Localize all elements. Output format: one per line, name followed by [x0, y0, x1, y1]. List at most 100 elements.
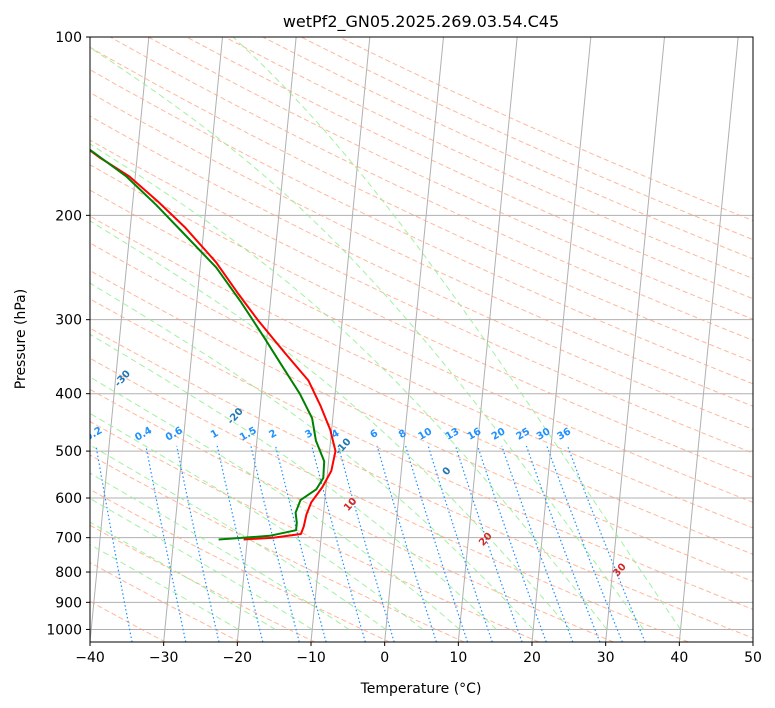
- moist-adiabat-lines: [90, 37, 681, 630]
- mixing-ratio-label: 8: [397, 428, 409, 441]
- x-tick-label: 20: [523, 650, 541, 666]
- mixing-ratio-label: 0.6: [164, 425, 185, 443]
- dry-adiabat-line: [90, 454, 465, 642]
- isotherm-lines: [0, 37, 753, 642]
- isotherm-line: [752, 636, 753, 642]
- dry-adiabat-line: [148, 37, 753, 320]
- dry-adiabat-line: [90, 357, 689, 642]
- dry-adiabat-line: [90, 327, 753, 639]
- mixing-ratio-label: 30: [535, 426, 553, 443]
- chart-title: wetPf2_GN05.2025.269.03.54.C45: [283, 12, 559, 32]
- dry-adiabat-line: [90, 215, 753, 529]
- dry-adiabat-line: [90, 115, 753, 430]
- mixing-ratio-line: [337, 445, 395, 642]
- mixing-ratio-label: 36: [556, 426, 574, 443]
- y-tick-label: 1000: [46, 622, 82, 638]
- mixing-ratio-line: [250, 445, 300, 642]
- moist-adiabat-line: [90, 444, 387, 630]
- plot-area: 0.10.20.40.611.52346810131620253036-100-…: [0, 37, 770, 642]
- x-tick-label: −30: [149, 650, 179, 666]
- moist-adiabat-line: [90, 333, 497, 630]
- dry-adiabat-line: [338, 37, 753, 222]
- mixing-ratio-line: [546, 445, 623, 642]
- dry-adiabat-lines: [90, 37, 753, 642]
- moist-adiabat-line: [232, 37, 681, 630]
- dry-adiabat-line: [90, 91, 753, 407]
- isotherm-line: [605, 37, 665, 642]
- mixing-ratio-label: 1.5: [238, 425, 259, 443]
- mixing-ratio-label: 10: [417, 426, 435, 443]
- moist-adiabat-line: [90, 376, 460, 630]
- mixing-ratio-line: [525, 445, 601, 642]
- dry-adiabat-line: [90, 561, 241, 642]
- y-tick-label: 500: [55, 444, 82, 460]
- isotherm-line: [531, 37, 592, 642]
- isotherm-line: [384, 37, 444, 642]
- mixing-ratio-label: 1: [209, 428, 221, 441]
- y-tick-label: 200: [55, 208, 82, 224]
- mixing-ratio-line: [566, 445, 646, 642]
- mixing-ratio-label: 2: [267, 428, 279, 441]
- mixing-ratio-line: [454, 445, 523, 642]
- y-tick-label: 900: [55, 595, 82, 611]
- isotherm-line: [678, 37, 739, 642]
- dry-adiabat-line: [90, 139, 753, 454]
- mixing-ratio-line: [275, 445, 327, 642]
- x-tick-label: 40: [670, 650, 688, 666]
- mixing-ratio-line: [311, 445, 366, 642]
- y-axis-label: Pressure (hPa): [13, 289, 29, 389]
- mixing-ratio-line: [376, 445, 437, 642]
- moist-adiabat-line: [90, 47, 645, 630]
- dry-adiabat-line: [90, 69, 753, 385]
- mixing-ratio-label: 4: [330, 428, 342, 441]
- mixing-ratio-line: [477, 445, 547, 642]
- y-tick-label: 800: [55, 565, 82, 581]
- dry-adiabat-line: [90, 242, 753, 555]
- mixing-ratio-label: 6: [369, 428, 381, 441]
- isobar-gridlines: [90, 37, 753, 630]
- isotherm-line: [310, 37, 371, 642]
- y-tick-label: 700: [55, 531, 82, 547]
- dry-adiabat-line: [90, 164, 753, 478]
- mixing-ratio-line: [145, 445, 187, 642]
- moist-adiabat-line: [90, 472, 350, 630]
- dry-adiabat-label: 20: [477, 531, 495, 549]
- moist-adiabat-line: [90, 282, 534, 630]
- theta-label: 0: [441, 465, 454, 478]
- dry-adiabat-line: [90, 488, 390, 642]
- dry-adiabat-label: 40: [752, 592, 770, 610]
- dry-adiabat-line: [90, 298, 753, 610]
- x-tick-label: −20: [223, 650, 253, 666]
- y-tick-label: 100: [55, 30, 82, 46]
- dry-adiabat-line: [90, 270, 753, 582]
- mixing-ratio-line: [95, 445, 133, 642]
- moist-adiabat-line: [90, 220, 571, 630]
- mixing-ratio-line: [427, 445, 493, 642]
- mixing-ratio-lines: [95, 445, 646, 642]
- dry-adiabat-line: [90, 388, 614, 642]
- mixing-ratio-line: [176, 445, 220, 642]
- x-tick-label: −40: [75, 650, 105, 666]
- isotherm-line: [236, 37, 297, 642]
- mixing-ratio-line: [405, 445, 469, 642]
- x-tick-label: 50: [744, 650, 762, 666]
- mixing-ratio-label: 25: [514, 426, 532, 443]
- mixing-ratio-label: 0.4: [133, 425, 154, 443]
- isotherm-line: [0, 37, 1, 642]
- x-axis-ticks: −40 −30 −20 −10 0 10 20 30 40 50: [75, 642, 762, 666]
- y-tick-label: 400: [55, 387, 82, 403]
- moist-adiabat-line: [90, 412, 423, 630]
- mixing-ratio-label: 0.1: [37, 425, 58, 443]
- sounding-series: [90, 148, 337, 541]
- x-tick-label: 0: [380, 650, 389, 666]
- dry-adiabat-line: [224, 37, 753, 280]
- dewpoint-line: [90, 148, 326, 541]
- mixing-ratio-label: 13: [444, 426, 462, 443]
- dry-adiabat-label: 30: [611, 561, 629, 579]
- dry-adiabat-line: [90, 524, 315, 642]
- x-axis-label: Temperature (°C): [360, 681, 482, 697]
- x-tick-label: −10: [296, 650, 326, 666]
- moist-adiabat-line: [90, 143, 608, 630]
- y-tick-label: 300: [55, 313, 82, 329]
